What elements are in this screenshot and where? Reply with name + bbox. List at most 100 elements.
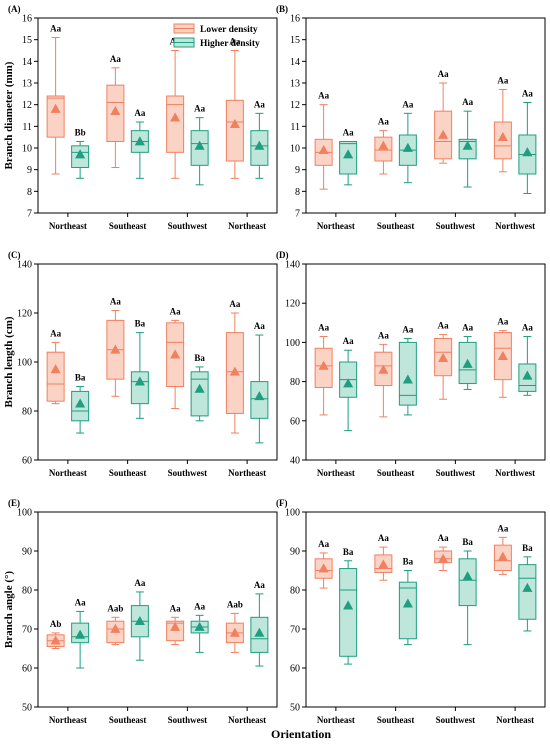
y-tick-label: 13 [22,79,32,90]
plot-frame [305,17,546,214]
y-tick-label: 50 [22,703,32,714]
y-tick-label: 16 [22,14,32,25]
y-tick-label: 13 [290,79,300,90]
significance-label: Aa [402,99,413,109]
mean-marker [402,142,413,152]
plot-frame [305,263,546,461]
y-tick-label: 90 [290,547,300,558]
mean-marker [402,374,413,384]
mean-marker [378,140,389,150]
y-tick-label: 7 [295,209,300,220]
y-tick-label: 120 [17,309,32,320]
y-tick-label: 100 [285,338,300,349]
significance-label: Ba [403,557,414,567]
significance-label: Aa [170,603,181,613]
y-tick-label: 140 [17,260,32,271]
significance-label: Aa [254,321,265,331]
significance-label: Aa [497,76,508,86]
y-tick-label: 70 [22,625,32,636]
y-tick-label: 40 [290,456,300,467]
y-tick-label: 16 [290,14,300,25]
mean-marker [378,364,389,374]
significance-label: Aa [50,24,61,34]
box [166,620,185,642]
mean-marker [229,627,240,637]
significance-label: Aa [497,317,508,327]
box [46,351,65,402]
y-tick-label: 15 [22,35,32,46]
x-tick-label: Southeast [109,221,147,231]
y-tick-label: 60 [290,664,300,675]
significance-label: Aa [522,323,533,333]
y-tick-label: 80 [290,377,300,388]
x-tick-label: Southeast [377,715,415,725]
x-tick-label: Northeast [317,221,355,231]
mean-marker [229,118,240,129]
mean-marker [229,366,240,376]
y-tick-label: 14 [22,57,32,68]
y-tick-label: 70 [290,625,300,636]
mean-marker [497,551,508,561]
box [458,558,477,607]
mean-marker [343,149,354,159]
x-tick-label: Northeast [228,221,266,231]
box [130,371,149,405]
mean-marker [402,598,413,608]
mean-marker [254,391,265,401]
significance-label: Ba [75,373,86,383]
significance-label: Aa [438,69,449,79]
mean-marker [75,149,86,159]
significance-label: Ba [343,547,354,557]
significance-label: Aa [522,89,533,99]
panel-1: (A) 7 8 9 10 11 12 13 14 15 16 Branch diameter (mm)… [3,4,278,231]
y-tick-label: 100 [17,508,32,519]
significance-label: Aa [318,323,329,333]
mean-marker [110,344,121,354]
mean-marker [170,621,181,631]
significance-label: Aa [378,533,389,543]
mean-marker [318,360,329,370]
mean-marker [462,140,473,150]
mean-marker [134,376,145,386]
y-tick-label: 80 [22,586,32,597]
panels-layer: (A) 7 8 9 10 11 12 13 14 15 16 Branch diameter (mm)… [3,4,546,725]
plot-frame [37,17,278,214]
significance-label: Aa [343,336,354,346]
mean-marker [194,621,205,631]
mean-marker [462,358,473,368]
box [398,581,417,640]
mean-marker [497,131,508,142]
significance-label: Ba [135,319,146,329]
x-tick-label: Southeast [109,468,147,478]
panel-2: (B) 7 8 9 10 11 12 13 14 15 16 Northeast Southeast So… [276,4,546,231]
significance-label: Aa [497,523,508,533]
panel-tag: (E) [8,498,20,508]
significance-label: Aa [134,578,145,588]
y-tick-label: 11 [290,122,300,133]
significance-label: Aa [194,104,205,114]
plot-frame [305,511,546,708]
y-tick-label: 12 [290,100,300,111]
x-tick-label: Northeast [49,715,87,725]
x-tick-label: Northwest [495,468,535,478]
mean-marker [50,364,61,374]
significance-label: Aa [254,580,265,590]
mean-marker [318,563,329,573]
x-tick-label: Northwest [495,221,535,231]
significance-label: Aa [75,597,86,607]
mean-marker [343,600,354,610]
y-tick-label: 8 [27,187,32,198]
y-tick-label: 120 [285,299,300,310]
mean-marker [50,635,61,645]
mean-marker [134,615,145,626]
x-tick-label: Southwest [436,221,476,231]
x-tick-label: Northeast [49,468,87,478]
y-tick-label: 14 [290,57,300,68]
y-tick-label: 100 [17,358,32,369]
y-tick-label: 10 [290,144,300,155]
mean-marker [522,147,533,157]
significance-label: Aa [343,128,354,138]
significance-label: Aa [229,37,240,47]
significance-label: Aab [107,603,123,613]
x-tick-label: Northeast [317,468,355,478]
